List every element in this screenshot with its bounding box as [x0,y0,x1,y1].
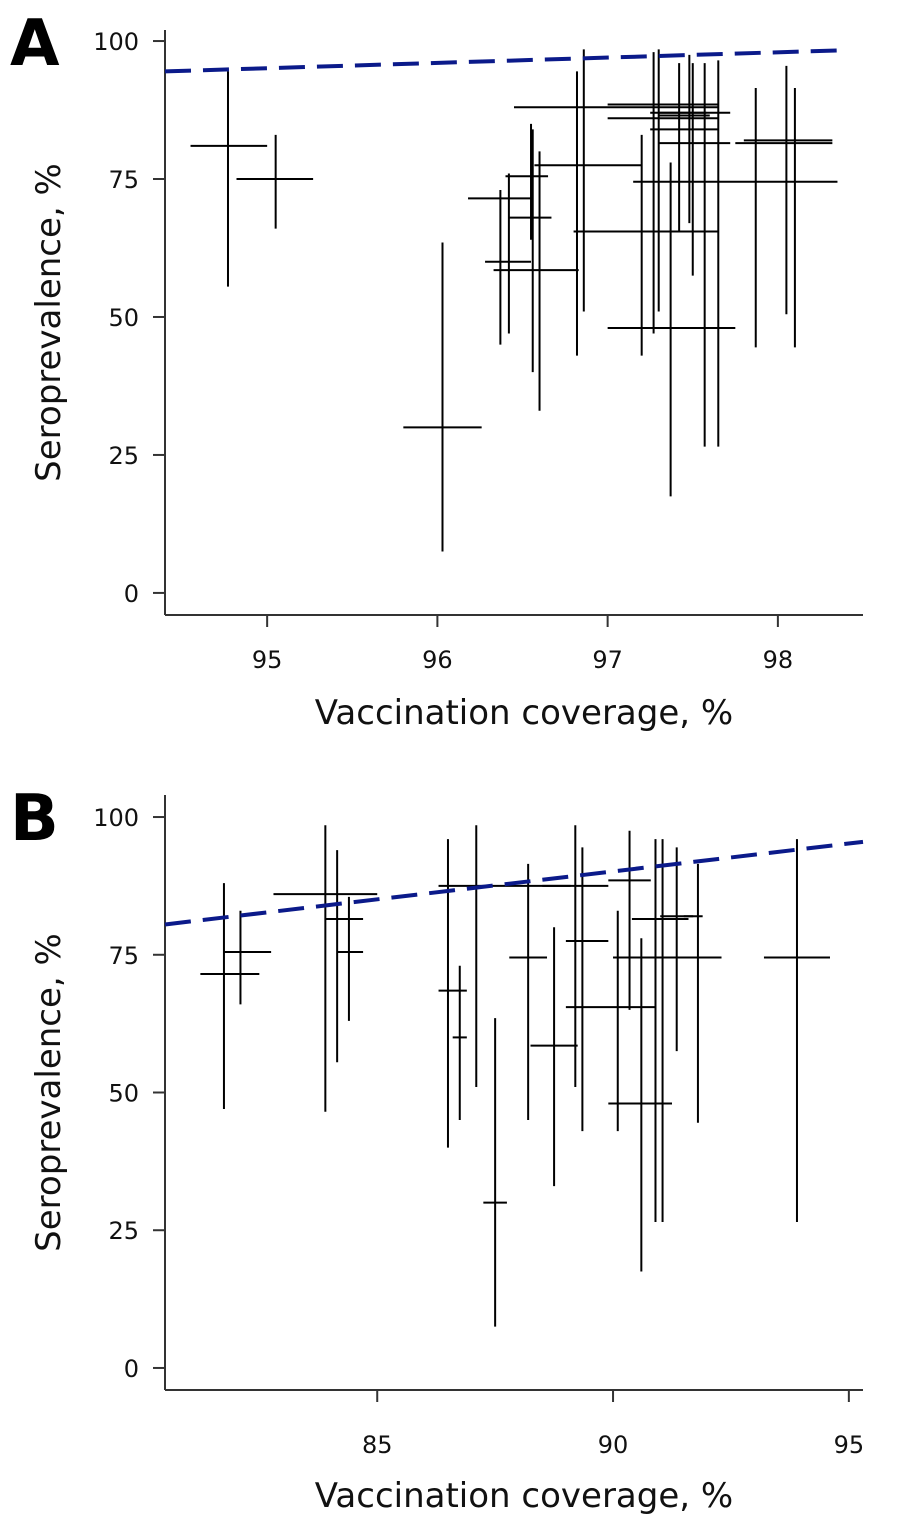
y-axis-title: Seroprevalence, % [29,933,69,1252]
y-tick-label: 50 [108,1080,139,1108]
x-tick-label: 97 [592,646,623,674]
data-point [530,927,578,1187]
data-point [223,910,272,1005]
data-point [573,134,719,356]
x-axis-title: Vaccination coverage, % [315,1476,733,1516]
y-axis-title: Seroprevalence, % [29,163,69,482]
data-point [763,839,830,1222]
data-point [452,965,467,1121]
y-tick-label: 25 [108,1217,139,1245]
data-point [337,896,364,1021]
panel-b: B 0 25 50 75 100 85 90 95 Vaccination coverage, %… [10,782,864,1516]
data-point [613,839,722,1222]
y-tick-label: 0 [124,1355,139,1383]
data-point [607,49,719,312]
data-point [534,71,642,356]
data-point [505,123,549,240]
data-point [743,87,833,348]
x-axis-title: Vaccination coverage, % [315,693,733,733]
reference-dashed-line [164,48,838,74]
data-point [683,863,703,1123]
data-point [509,863,548,1121]
data-point [438,825,571,1087]
data-point [273,825,378,1112]
x-tick-label: 90 [598,1431,629,1459]
data-point [542,825,609,1087]
data-point [565,847,609,1132]
x-tick-label: 96 [422,646,453,674]
x-tick-label: 85 [362,1431,393,1459]
reference-dashed-line [164,839,864,927]
y-tick-label: 50 [108,304,139,332]
data-point [658,63,731,447]
data-point [468,190,532,345]
data-point [403,242,482,552]
data-point [493,151,579,411]
data-point [608,938,672,1272]
y-tick-label: 100 [93,28,139,56]
data-point [236,134,314,229]
y-tick-label: 75 [108,942,139,970]
data-point [735,65,833,315]
y-tick-label: 0 [124,580,139,608]
data-point [660,847,694,1052]
data-point [325,850,364,1063]
panel-a: A 0 25 50 75 100 95 96 97 98 Vaccination coverage,… [10,7,863,733]
data-point [608,830,651,1010]
data-point [633,87,838,348]
data-point [607,162,736,497]
data-point [658,54,710,224]
data-point [190,71,268,287]
data-point [485,173,532,334]
panel-letter-a: A [10,7,60,81]
data-point [650,63,719,276]
y-tick-label: 25 [108,442,139,470]
x-tick-label: 95 [252,646,283,674]
x-tick-label: 98 [763,646,794,674]
data-point [607,52,719,334]
data-point [658,60,731,447]
data-point [631,839,689,1222]
y-tick-label: 100 [93,804,139,832]
x-tick-label: 95 [834,1431,865,1459]
y-tick-label: 75 [108,166,139,194]
data-point [200,883,260,1110]
data-point [508,129,552,373]
data-point [514,49,719,312]
data-point [483,1018,507,1327]
panel-letter-b: B [10,782,59,856]
